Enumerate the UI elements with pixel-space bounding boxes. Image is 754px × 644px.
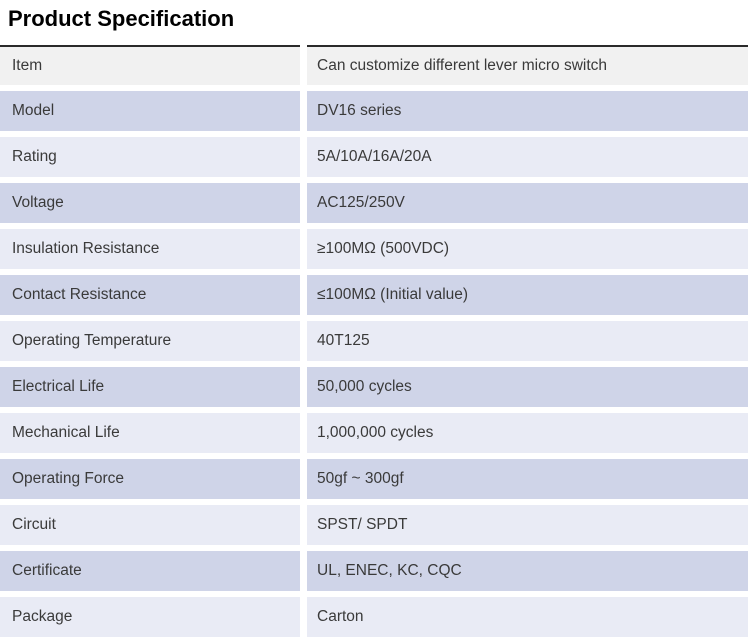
column-divider: [300, 183, 307, 223]
column-divider: [300, 367, 307, 407]
spec-label-cell: Electrical Life: [0, 367, 300, 407]
table-row: Insulation Resistance ≥100MΩ (500VDC): [0, 229, 748, 269]
table-row: Rating 5A/10A/16A/20A: [0, 137, 748, 177]
spec-label-cell: Package: [0, 597, 300, 637]
spec-value-cell: ≥100MΩ (500VDC): [307, 229, 748, 269]
column-divider: [300, 91, 307, 131]
spec-label-cell: Operating Temperature: [0, 321, 300, 361]
spec-label-cell: Circuit: [0, 505, 300, 545]
spec-label-cell: Rating: [0, 137, 300, 177]
column-divider: [300, 321, 307, 361]
table-row: Mechanical Life 1,000,000 cycles: [0, 413, 748, 453]
spec-value-cell: 40T125: [307, 321, 748, 361]
spec-label-cell: Operating Force: [0, 459, 300, 499]
table-row: Certificate UL, ENEC, KC, CQC: [0, 551, 748, 591]
column-divider: [300, 229, 307, 269]
page-title: Product Specification: [8, 6, 235, 31]
spec-label-cell: Insulation Resistance: [0, 229, 300, 269]
table-row: Item Can customize different lever micro…: [0, 45, 748, 85]
spec-value-cell: 50,000 cycles: [307, 367, 748, 407]
spec-value-cell: SPST/ SPDT: [307, 505, 748, 545]
spec-label-cell: Certificate: [0, 551, 300, 591]
column-divider: [300, 413, 307, 453]
spec-value-cell: Carton: [307, 597, 748, 637]
spec-label-cell: Item: [0, 45, 300, 85]
spec-value-cell: 5A/10A/16A/20A: [307, 137, 748, 177]
column-divider: [300, 137, 307, 177]
column-divider: [300, 45, 307, 85]
table-row: Operating Force 50gf ~ 300gf: [0, 459, 748, 499]
spec-label-cell: Voltage: [0, 183, 300, 223]
spec-label-cell: Contact Resistance: [0, 275, 300, 315]
spec-value-cell: ≤100MΩ (Initial value): [307, 275, 748, 315]
spec-value-cell: DV16 series: [307, 91, 748, 131]
column-divider: [300, 505, 307, 545]
column-divider: [300, 459, 307, 499]
spec-value-cell: 50gf ~ 300gf: [307, 459, 748, 499]
spec-value-cell: Can customize different lever micro swit…: [307, 45, 748, 85]
table-row: Contact Resistance ≤100MΩ (Initial value…: [0, 275, 748, 315]
table-row: Operating Temperature 40T125: [0, 321, 748, 361]
table-row: Model DV16 series: [0, 91, 748, 131]
spec-value-cell: UL, ENEC, KC, CQC: [307, 551, 748, 591]
table-row: Circuit SPST/ SPDT: [0, 505, 748, 545]
table-row: Voltage AC125/250V: [0, 183, 748, 223]
column-divider: [300, 597, 307, 637]
spec-label-cell: Mechanical Life: [0, 413, 300, 453]
spec-label-cell: Model: [0, 91, 300, 131]
table-row: Electrical Life 50,000 cycles: [0, 367, 748, 407]
spec-value-cell: 1,000,000 cycles: [307, 413, 748, 453]
column-divider: [300, 551, 307, 591]
spec-value-cell: AC125/250V: [307, 183, 748, 223]
spec-table: Item Can customize different lever micro…: [0, 45, 748, 643]
column-divider: [300, 275, 307, 315]
table-row: Package Carton: [0, 597, 748, 637]
